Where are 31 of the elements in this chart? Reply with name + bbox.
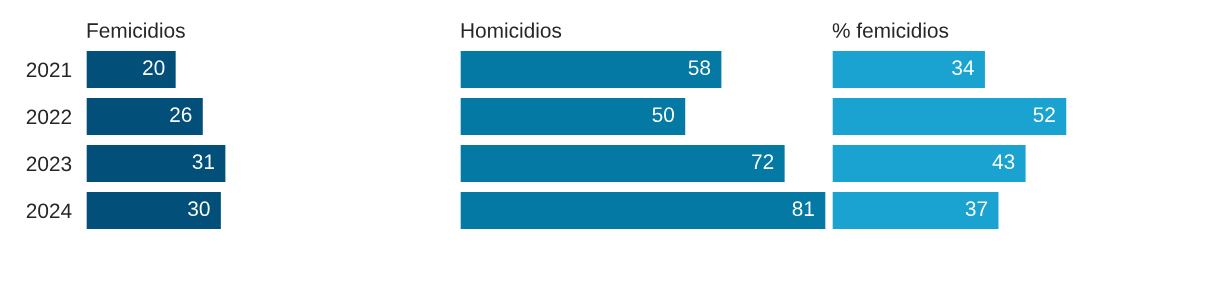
bar: [86, 190, 223, 231]
data-label: 52: [1033, 107, 1055, 123]
y-tick-label: 2024: [26, 203, 72, 219]
chart-title: % femicidios: [832, 22, 949, 38]
bar: [460, 49, 723, 90]
bar: [460, 143, 787, 184]
bar: [460, 96, 687, 137]
bar: [832, 143, 1027, 184]
chart-title: Femicidios: [87, 22, 185, 38]
data-label: 20: [143, 60, 165, 76]
data-label: 34: [952, 60, 974, 76]
data-label: 43: [992, 154, 1015, 170]
bar: [832, 190, 1000, 231]
y-tick-label: 2023: [26, 156, 72, 172]
data-label: 37: [965, 201, 988, 217]
bar: [832, 49, 987, 90]
chart-title: Homicidios: [461, 22, 562, 38]
data-label: 81: [792, 201, 814, 217]
y-tick-label: 2021: [26, 62, 72, 78]
data-label: 26: [170, 107, 192, 123]
data-label: 58: [688, 60, 711, 76]
bar: [86, 96, 205, 137]
data-label: 31: [192, 154, 214, 170]
bar: [832, 96, 1068, 137]
bar: [460, 190, 826, 231]
bar: [86, 49, 178, 90]
bar: [86, 143, 227, 184]
data-label: 72: [752, 154, 774, 169]
y-tick-label: 2022: [26, 109, 72, 125]
data-label: 50: [652, 107, 674, 123]
data-label: 30: [188, 201, 210, 217]
